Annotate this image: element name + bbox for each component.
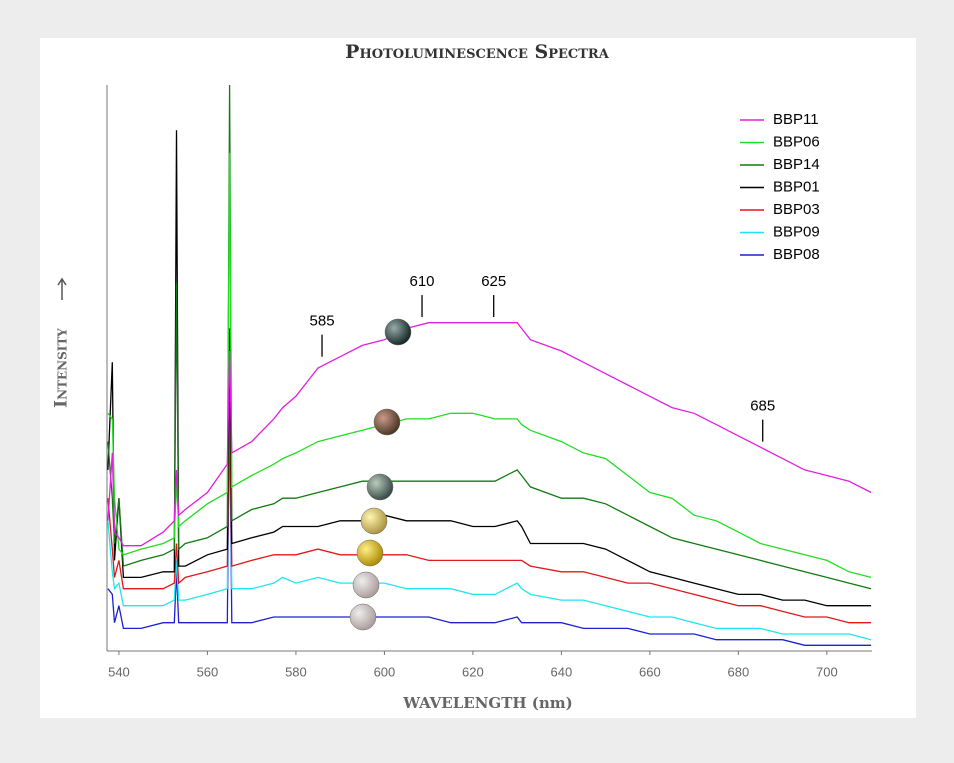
series-line: [107, 84, 872, 590]
series-line: [107, 401, 872, 646]
chart-title: Photoluminescence Spectra: [345, 41, 610, 63]
legend-label: BBP14: [773, 156, 820, 173]
y-arrow: [57, 277, 67, 300]
annotation-label: 685: [750, 398, 775, 415]
x-tick-label: 620: [462, 664, 484, 679]
x-tick-label: 580: [285, 664, 307, 679]
x-tick-label: 680: [728, 664, 750, 679]
annotation-label: 610: [410, 273, 435, 290]
legend-label: BBP09: [773, 223, 820, 240]
x-tick-label: 600: [374, 664, 396, 679]
y-axis-label: Intensity: [52, 328, 72, 408]
series-line: [107, 401, 872, 624]
legend-label: BBP01: [773, 178, 820, 195]
legend-label: BBP08: [773, 246, 820, 263]
series-line: [107, 379, 872, 641]
pearls: [349, 318, 412, 631]
legend-label: BBP03: [773, 201, 820, 218]
x-tick-label: 660: [639, 664, 661, 679]
x-tick-label: 700: [816, 664, 838, 679]
legend: BBP11 BBP06 BBP14 BBP01 BBP03 BBP09 BBP08: [740, 111, 820, 263]
x-tick-label: 640: [551, 664, 573, 679]
x-tick-label: 560: [197, 664, 219, 679]
annotation-label: 585: [310, 313, 335, 330]
x-tick-label: 540: [108, 664, 130, 679]
legend-label: BBP06: [773, 133, 820, 150]
panel: [40, 38, 916, 718]
x-axis-label: WAVELENGTH (nm): [402, 694, 573, 712]
legend-label: BBP11: [773, 111, 819, 128]
annotation-label: 625: [481, 273, 506, 290]
